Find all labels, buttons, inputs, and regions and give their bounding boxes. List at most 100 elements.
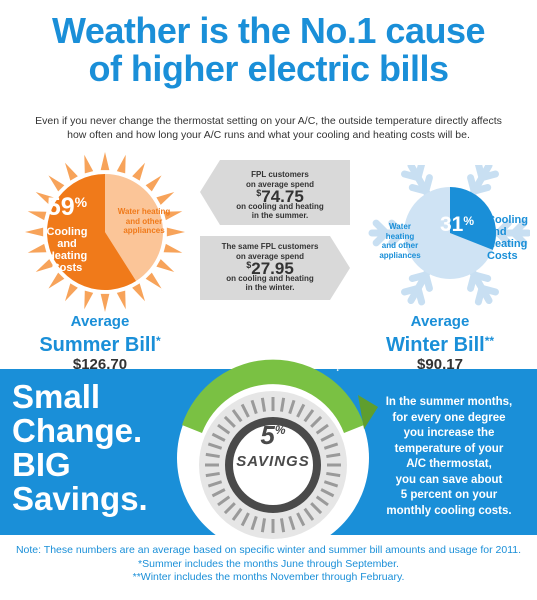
sun-ray [116, 154, 126, 174]
savings-explanation-line-4: temperature of your [394, 442, 504, 455]
title-line-2: of higher electric bills [88, 48, 449, 89]
winter-spend-line-2: on average spend [235, 251, 305, 261]
summer-percent: 59% [37, 193, 97, 222]
dial-tick [211, 488, 226, 498]
dial-tick [279, 397, 286, 412]
dial-tick [211, 432, 226, 442]
snowflake-branch [422, 174, 433, 195]
sun-ray [156, 192, 175, 205]
sun-ray [27, 211, 47, 221]
savings-explanation-line-7: 5 percent on your [400, 489, 498, 501]
dial-tick [240, 512, 250, 527]
summer-cooling-slice [46, 174, 137, 290]
winter-percent: 31% [434, 213, 480, 237]
sun-ray [65, 162, 78, 181]
footnotes: Note: These numbers are an average based… [0, 544, 537, 585]
savings-explanation-line-5: A/C thermostat, [406, 458, 492, 470]
winter-cooling-label-1: Cooling [487, 214, 528, 226]
sun-ray [84, 154, 94, 174]
winter-cooling-slice [450, 187, 496, 250]
winter-cooling-label-3: Heating [487, 238, 528, 250]
winter-spend-text: The same FPL customers on average spend … [205, 242, 335, 293]
dial-tick [223, 502, 236, 515]
winter-bill: Average Winter Bill** $90.17 [350, 314, 530, 374]
dial-tick [288, 515, 296, 531]
winter-percent-sign: % [463, 214, 475, 228]
dial-tick [223, 415, 236, 428]
dial-tick [260, 518, 267, 533]
dial-tick [250, 515, 258, 531]
summer-other-label-1: Water heating [117, 207, 171, 216]
snowflake-branch [510, 229, 528, 247]
intro-text: Even if you never change the thermostat … [35, 115, 502, 141]
summer-bill-amount: $126.70 [72, 356, 128, 373]
sun-ray [163, 243, 183, 253]
snowflake-branch [467, 271, 478, 292]
dial-percent-number: 5 [260, 420, 275, 450]
sun-rays [25, 152, 185, 312]
dial-tick [303, 507, 315, 521]
dial-tick [310, 502, 323, 515]
dial-tick [296, 512, 306, 527]
winter-other-label-4: appliances [379, 250, 421, 260]
sun-ray [25, 227, 44, 237]
small-change-line-1: Small [12, 378, 101, 415]
winter-other-label-2: heating [385, 231, 415, 241]
summer-spend-text: FPL customers on average spend $74.75 on… [215, 170, 345, 221]
summer-other-label: Water heating and other appliances [113, 207, 175, 236]
dial-tick [326, 452, 341, 459]
summer-spend-value: 74.75 [261, 187, 304, 206]
summer-spend-amount: $74.75 [215, 188, 345, 205]
sun-ray [132, 162, 145, 181]
summer-other-label-2: and other [125, 216, 163, 226]
winter-other-label-3: and other [381, 241, 419, 250]
sun-ray [156, 259, 175, 272]
sun-ray [65, 283, 78, 302]
winter-percent-number: 31 [439, 213, 464, 236]
sun-ray [27, 243, 47, 253]
dial-tick [320, 488, 335, 498]
summer-arrow [200, 160, 350, 225]
dial-tick [260, 397, 267, 412]
winter-cooling-label-2: and [487, 226, 507, 238]
winter-snowflake-pie [368, 165, 530, 306]
summer-percent-sign: % [74, 194, 88, 210]
snowflake-branch [408, 271, 430, 283]
summer-cooling-label-2: and [57, 238, 77, 250]
thermostat-dial: “ONE UP” FOR SAVINGS! [177, 337, 378, 554]
snowflake-branch [372, 219, 390, 237]
sun-ray [48, 175, 65, 192]
dial-percent-sign: % [274, 423, 286, 437]
summer-spend-line-4: in the summer. [251, 211, 309, 220]
small-change-line-3: BIG [12, 446, 71, 483]
sun-ray [35, 192, 54, 205]
savings-explanation-line-3: you increase the [403, 427, 495, 439]
sun-ray [163, 211, 183, 221]
page-title: Weather is the No.1 cause of higher elec… [0, 12, 537, 88]
summer-bill-label-1: Average [70, 313, 130, 330]
winter-spend-line-3: on cooling and heating [226, 273, 314, 283]
dial-tick [231, 409, 243, 423]
dial-ticks [205, 397, 341, 533]
footnote-line-2: *Summer includes the months June through… [138, 557, 399, 570]
snowflake-branch [494, 229, 512, 247]
dial-tick [288, 399, 296, 415]
savings-explanation-line-1: In the summer months, [385, 396, 513, 408]
title-line-1: Weather is the No.1 cause [52, 10, 486, 51]
dial-tick [207, 480, 223, 488]
winter-bill-amount: $90.17 [417, 356, 463, 373]
snowflake-branch [474, 284, 486, 306]
winter-other-label: Water heating and other appliances [373, 222, 427, 260]
dial-tick [205, 452, 220, 459]
sun-ray [145, 175, 162, 192]
savings-explanation-line-2: for every one degree [392, 411, 506, 424]
winter-spend-line-1: The same FPL customers [221, 242, 319, 251]
savings-explanation-line-8: monthly cooling costs. [386, 504, 512, 517]
dial-tick [315, 495, 329, 507]
sun-ray [48, 272, 65, 289]
sun-ray [116, 290, 126, 310]
summer-other-slice [105, 174, 163, 281]
snowflake-branch [400, 284, 422, 296]
sun-ray [84, 290, 94, 310]
savings-ribbon [182, 359, 364, 433]
